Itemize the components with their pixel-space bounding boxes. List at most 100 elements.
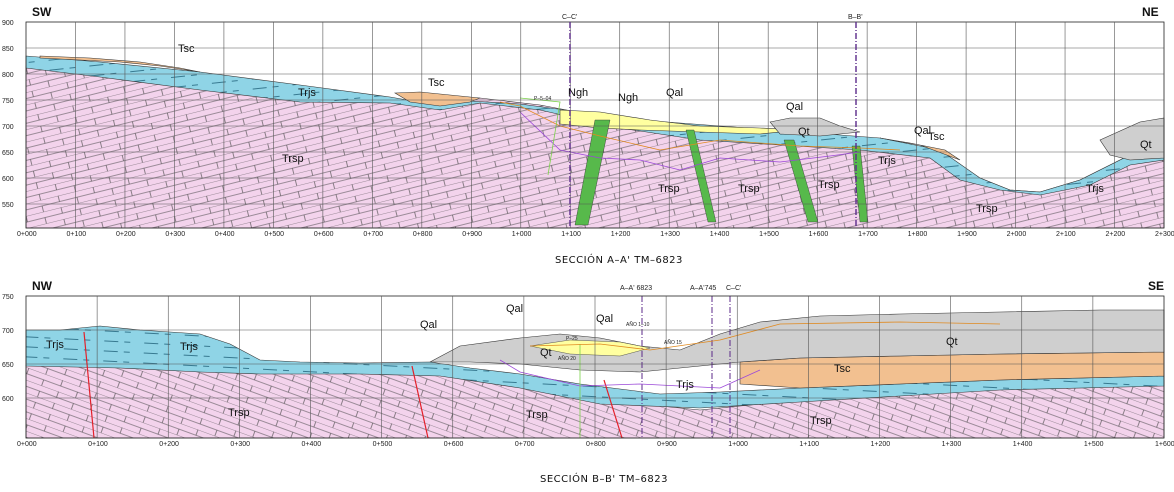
unit-label: Qal [914, 125, 931, 137]
trace-line [519, 97, 561, 176]
x-tick: 0+600 [314, 231, 334, 238]
x-tick: 1+600 [1155, 441, 1174, 448]
unit-label: Trsp [818, 179, 840, 191]
grid-vertical [75, 22, 1115, 228]
x-tick: 1+300 [660, 231, 680, 238]
unit-label: Trsp [658, 183, 680, 195]
x-tick: 0+900 [462, 231, 482, 238]
trace-line [499, 101, 901, 151]
x-tick: 0+100 [88, 441, 108, 448]
direction-right: SE [1148, 279, 1164, 293]
y-tick: 650 [2, 150, 14, 157]
y-tick: 850 [2, 46, 14, 53]
tsc-unit [39, 55, 201, 73]
trace-line [529, 321, 1001, 351]
x-tick: 2+300 [1155, 231, 1174, 238]
x-tick: 0+000 [17, 231, 37, 238]
unit-label: Trjs [46, 339, 64, 351]
section-a: C–C' B–B' SW NE 900 850 800 750 700 650 … [2, 5, 1174, 266]
y-tick: 900 [2, 20, 14, 27]
y-tick: 750 [2, 294, 14, 301]
x-tick: 1+400 [710, 231, 730, 238]
unit-label: Tsc [834, 363, 851, 375]
unit-label: Qal [786, 101, 803, 113]
y-tick: 800 [2, 72, 14, 79]
x-tick: 2+200 [1106, 231, 1126, 238]
unit-label: Tsc [428, 77, 445, 89]
qt-unit [429, 309, 1165, 373]
unit-label: Ngh [568, 87, 588, 99]
section-b: NW SE A–A' 6823 A–A'745 C–C' 750 700 650… [2, 279, 1174, 485]
qt-unit [1099, 117, 1165, 161]
y-tick: 600 [2, 396, 14, 403]
x-tick: 0+300 [165, 231, 185, 238]
fault-line [603, 379, 623, 439]
unit-label: Trsp [810, 415, 832, 427]
unit-label: Trsp [526, 409, 548, 421]
unit-label: Qal [596, 313, 613, 325]
unit-label: Qal [506, 303, 523, 315]
x-tick: 1+800 [908, 231, 928, 238]
unit-label: Qt [540, 347, 552, 359]
crossing-label: A–A'745 [690, 285, 716, 292]
unit-label: Trsp [738, 183, 760, 195]
y-tick: 750 [2, 98, 14, 105]
x-tick: 1+200 [611, 231, 631, 238]
y-tick: 700 [2, 328, 14, 335]
fault-line [83, 331, 95, 439]
ngh-unit [529, 339, 651, 357]
grid [25, 21, 1165, 229]
small-label: AÑO 15 [664, 339, 682, 346]
x-tick: 1+100 [561, 231, 581, 238]
small-label: AÑO 20 [558, 355, 576, 362]
x-tick: 0+400 [302, 441, 322, 448]
y-tick: 650 [2, 362, 14, 369]
x-tick: 1+000 [512, 231, 532, 238]
borehole-label: P–5–04 [534, 96, 551, 102]
x-tick: 1+200 [871, 441, 891, 448]
borehole-label: P–25 [566, 336, 578, 342]
unit-label: Tsc [928, 131, 945, 143]
x-tick: 1+400 [1013, 441, 1033, 448]
x-tick: 0+700 [363, 231, 383, 238]
x-tick: 1+900 [957, 231, 977, 238]
y-tick: 550 [2, 202, 14, 209]
unit-label: Tsc [178, 43, 195, 55]
crossing-label: B–B' [848, 14, 863, 21]
x-tick: 0+700 [515, 441, 535, 448]
x-tick: 2+100 [1056, 231, 1076, 238]
unit-label: Trsp [976, 203, 998, 215]
x-tick: 0+900 [657, 441, 677, 448]
section-title: SECCIÓN A–A' TM–6823 [555, 253, 683, 266]
unit-label: Trjs [180, 341, 198, 353]
direction-left: SW [32, 5, 52, 19]
dyke [574, 119, 611, 226]
unit-label: Trsp [228, 407, 250, 419]
crossing-label: A–A' 6823 [620, 285, 652, 292]
x-tick: 0+800 [413, 231, 433, 238]
x-tick: 0+500 [264, 231, 284, 238]
x-tick: 0+400 [215, 231, 235, 238]
crossing-label: C–C' [562, 14, 577, 21]
x-ticks: 0+000 0+100 0+200 0+300 0+400 0+500 0+600 0+700… [17, 441, 1174, 448]
unit-label: Trjs [1086, 183, 1104, 195]
x-tick: 0+800 [586, 441, 606, 448]
direction-left: NW [32, 279, 53, 293]
unit-label: Qal [420, 319, 437, 331]
x-tick: 1+500 [1084, 441, 1104, 448]
unit-label: Trjs [298, 87, 316, 99]
section-title: SECCIÓN B–B' TM–6823 [540, 472, 668, 485]
unit-label: Qal [666, 87, 683, 99]
qt-unit [769, 117, 861, 137]
unit-label: Trsp [282, 153, 304, 165]
x-tick: 0+500 [373, 441, 393, 448]
x-tick: 1+600 [809, 231, 829, 238]
unit-label: Ngh [618, 92, 638, 104]
trace-line [499, 359, 761, 389]
unit-label: Trjs [676, 379, 694, 391]
grid-vertical [96, 296, 1094, 438]
x-tick: 2+000 [1007, 231, 1027, 238]
crossing-label: C–C' [726, 285, 741, 292]
x-ticks: 0+000 0+100 0+200 0+300 0+400 0+500 0+600 0+700… [17, 231, 1174, 238]
